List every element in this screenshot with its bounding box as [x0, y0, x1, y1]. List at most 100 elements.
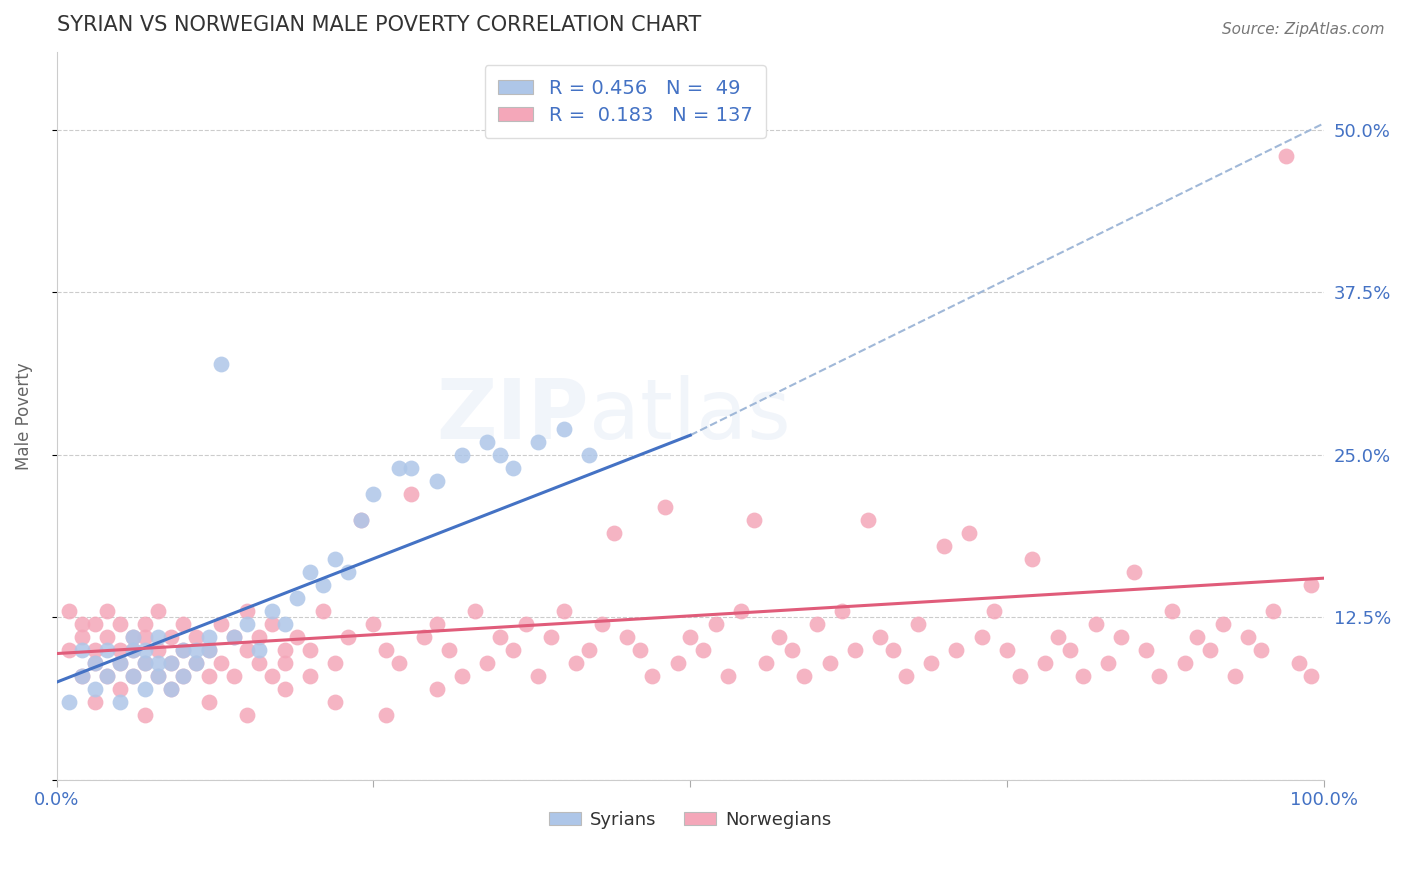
Point: [108, 656, 131, 670]
Point: [1135, 642, 1157, 657]
Point: [134, 642, 156, 657]
Point: [70, 642, 93, 657]
Point: [247, 656, 270, 670]
Point: [1122, 565, 1144, 579]
Point: [957, 525, 980, 540]
Point: [70, 616, 93, 631]
Point: [704, 616, 727, 631]
Point: [172, 668, 194, 682]
Point: [134, 616, 156, 631]
Point: [337, 630, 360, 644]
Point: [755, 656, 778, 670]
Point: [641, 668, 664, 682]
Point: [134, 707, 156, 722]
Point: [553, 604, 575, 618]
Point: [159, 656, 181, 670]
Point: [146, 642, 169, 657]
Point: [274, 681, 297, 696]
Text: SYRIAN VS NORWEGIAN MALE POVERTY CORRELATION CHART: SYRIAN VS NORWEGIAN MALE POVERTY CORRELA…: [56, 15, 700, 35]
Point: [159, 681, 181, 696]
Text: ZIP: ZIP: [436, 376, 589, 456]
Point: [172, 642, 194, 657]
Point: [83, 656, 105, 670]
Point: [83, 695, 105, 709]
Point: [616, 630, 638, 644]
Point: [159, 630, 181, 644]
Point: [121, 668, 143, 682]
Point: [477, 656, 499, 670]
Point: [96, 668, 118, 682]
Point: [388, 656, 411, 670]
Point: [121, 642, 143, 657]
Point: [83, 642, 105, 657]
Point: [172, 668, 194, 682]
Point: [209, 616, 232, 631]
Point: [209, 656, 232, 670]
Point: [489, 630, 512, 644]
Point: [363, 486, 385, 500]
Point: [108, 616, 131, 631]
Point: [70, 668, 93, 682]
Point: [108, 681, 131, 696]
Point: [1198, 642, 1220, 657]
Point: [247, 630, 270, 644]
Point: [679, 630, 702, 644]
Point: [58, 642, 80, 657]
Point: [70, 668, 93, 682]
Point: [578, 448, 600, 462]
Point: [134, 656, 156, 670]
Point: [83, 681, 105, 696]
Point: [692, 642, 714, 657]
Point: [159, 681, 181, 696]
Point: [654, 500, 676, 514]
Point: [96, 642, 118, 657]
Point: [274, 616, 297, 631]
Point: [172, 642, 194, 657]
Point: [1097, 656, 1119, 670]
Point: [628, 642, 651, 657]
Point: [375, 707, 398, 722]
Point: [184, 642, 207, 657]
Point: [312, 577, 335, 591]
Point: [96, 604, 118, 618]
Point: [146, 656, 169, 670]
Point: [96, 630, 118, 644]
Point: [1033, 656, 1056, 670]
Point: [768, 630, 790, 644]
Point: [325, 695, 347, 709]
Point: [451, 668, 474, 682]
Point: [426, 681, 449, 696]
Point: [856, 513, 879, 527]
Point: [172, 616, 194, 631]
Text: Source: ZipAtlas.com: Source: ZipAtlas.com: [1222, 22, 1385, 37]
Point: [464, 604, 486, 618]
Point: [83, 656, 105, 670]
Point: [1173, 656, 1195, 670]
Point: [413, 630, 436, 644]
Point: [222, 630, 245, 644]
Point: [108, 656, 131, 670]
Legend: Syrians, Norwegians: Syrians, Norwegians: [541, 804, 839, 836]
Point: [121, 668, 143, 682]
Point: [209, 357, 232, 371]
Point: [489, 448, 512, 462]
Point: [970, 630, 993, 644]
Point: [222, 668, 245, 682]
Point: [375, 642, 398, 657]
Point: [869, 630, 891, 644]
Point: [426, 616, 449, 631]
Point: [818, 656, 841, 670]
Point: [477, 434, 499, 449]
Point: [247, 642, 270, 657]
Point: [388, 460, 411, 475]
Point: [1071, 668, 1094, 682]
Point: [260, 668, 283, 682]
Point: [1084, 616, 1107, 631]
Point: [299, 642, 322, 657]
Point: [146, 668, 169, 682]
Point: [184, 656, 207, 670]
Point: [515, 616, 537, 631]
Point: [197, 695, 219, 709]
Point: [274, 656, 297, 670]
Point: [920, 656, 942, 670]
